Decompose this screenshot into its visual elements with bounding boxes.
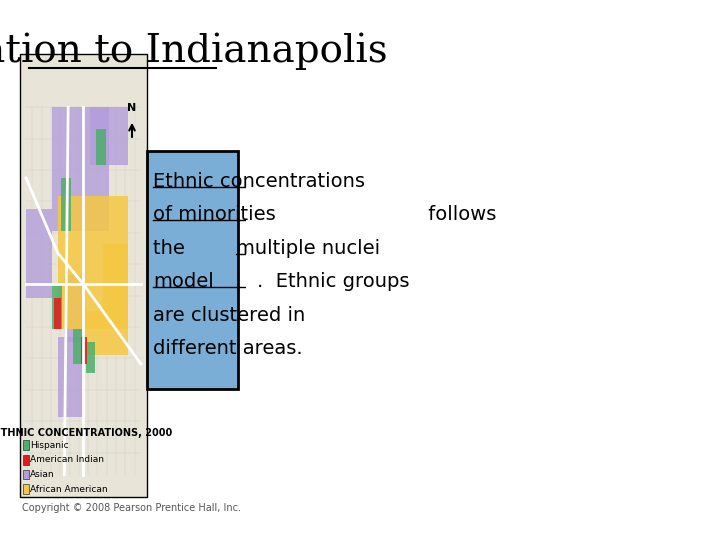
Bar: [26, 209, 52, 298]
Bar: [23, 470, 29, 480]
Bar: [52, 284, 62, 328]
Bar: [86, 342, 95, 373]
Bar: [60, 178, 71, 231]
Text: the: the: [153, 239, 192, 258]
Text: Ethnic concentrations: Ethnic concentrations: [153, 172, 366, 191]
Bar: [54, 298, 60, 328]
Bar: [90, 107, 128, 165]
Text: are clustered in: are clustered in: [153, 306, 306, 325]
Bar: [52, 107, 109, 231]
Bar: [58, 338, 84, 417]
Text: African American: African American: [30, 484, 107, 494]
Bar: [148, 151, 238, 389]
Bar: [103, 245, 128, 311]
Bar: [23, 484, 29, 494]
Text: multiple nuclei: multiple nuclei: [236, 239, 380, 258]
Bar: [96, 129, 107, 165]
Bar: [84, 311, 128, 355]
Bar: [23, 441, 29, 450]
Text: different areas.: different areas.: [153, 339, 303, 358]
Text: American Indian: American Indian: [30, 455, 104, 464]
Text: model: model: [153, 272, 215, 291]
Bar: [64, 275, 84, 342]
Text: of minorities: of minorities: [153, 205, 276, 224]
Text: .  Ethnic groups: . Ethnic groups: [256, 272, 409, 291]
Text: Asian: Asian: [30, 470, 55, 479]
Text: ETHNIC CONCENTRATIONS, 2000: ETHNIC CONCENTRATIONS, 2000: [0, 428, 173, 437]
Bar: [73, 328, 84, 364]
Bar: [23, 455, 29, 465]
Text: N: N: [127, 103, 137, 113]
Bar: [81, 338, 87, 364]
Text: follows: follows: [422, 205, 496, 224]
Text: Application to Indianapolis: Application to Indianapolis: [0, 32, 387, 70]
Bar: [19, 54, 148, 497]
Text: Hispanic: Hispanic: [30, 441, 68, 450]
Text: Copyright © 2008 Pearson Prentice Hall, Inc.: Copyright © 2008 Pearson Prentice Hall, …: [22, 503, 241, 514]
Bar: [58, 195, 128, 328]
